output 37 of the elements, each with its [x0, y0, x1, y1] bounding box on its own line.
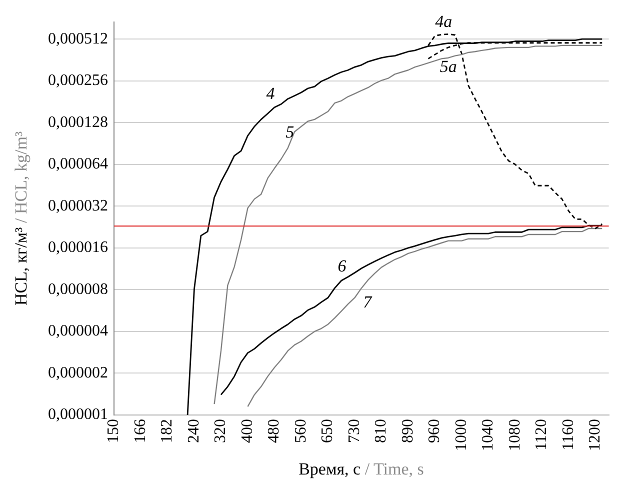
y-tick-label: 0,000512	[48, 30, 108, 48]
y-tick-label: 0,000002	[48, 364, 108, 382]
y-tick-label: 0,000008	[48, 280, 108, 298]
x-tick-label: 182	[158, 419, 176, 443]
x-tick-label: 1160	[560, 419, 577, 450]
series-label: 7	[363, 292, 374, 312]
x-tick-label: 730	[346, 419, 363, 443]
y-tick-label: 0,000256	[48, 72, 108, 90]
series-label: 6	[338, 256, 347, 276]
y-tick-label: 0,000032	[48, 197, 108, 214]
x-tick-label: 400	[238, 419, 256, 443]
x-tick-label: 240	[185, 419, 202, 443]
y-tick-label: 0,000064	[48, 156, 108, 173]
y-tick-label: 0,000004	[48, 322, 108, 340]
x-tick-label: 1120	[533, 419, 550, 450]
series-label: 4a	[435, 12, 452, 32]
x-tick-label: 960	[426, 419, 444, 443]
x-tick-label: 650	[319, 419, 336, 443]
y-tick-label: 0,000128	[48, 114, 108, 131]
x-tick-label: 320	[212, 419, 230, 443]
series-label: 5a	[440, 56, 457, 76]
x-tick-label: 810	[372, 419, 390, 443]
y-axis-title: HCL, кг/м³ / HCL, kg/m³	[11, 131, 30, 306]
x-tick-label: 150	[105, 419, 122, 443]
x-tick-label: 166	[132, 419, 149, 443]
series-label: 4	[266, 84, 276, 103]
y-tick-label: 0,000001	[48, 406, 108, 424]
x-tick-label: 1080	[506, 419, 524, 451]
x-axis-title: Время, с / Time, s	[298, 459, 424, 478]
x-tick-label: 560	[292, 419, 310, 443]
series-label: 5	[286, 122, 294, 142]
x-tick-label: 890	[399, 419, 416, 443]
x-tick-label: 1200	[586, 419, 604, 451]
x-tick-label: 1000	[452, 419, 470, 451]
x-tick-label: 1040	[480, 419, 497, 451]
y-tick-label: 0,000016	[48, 239, 108, 256]
x-tick-label: 480	[266, 419, 283, 443]
